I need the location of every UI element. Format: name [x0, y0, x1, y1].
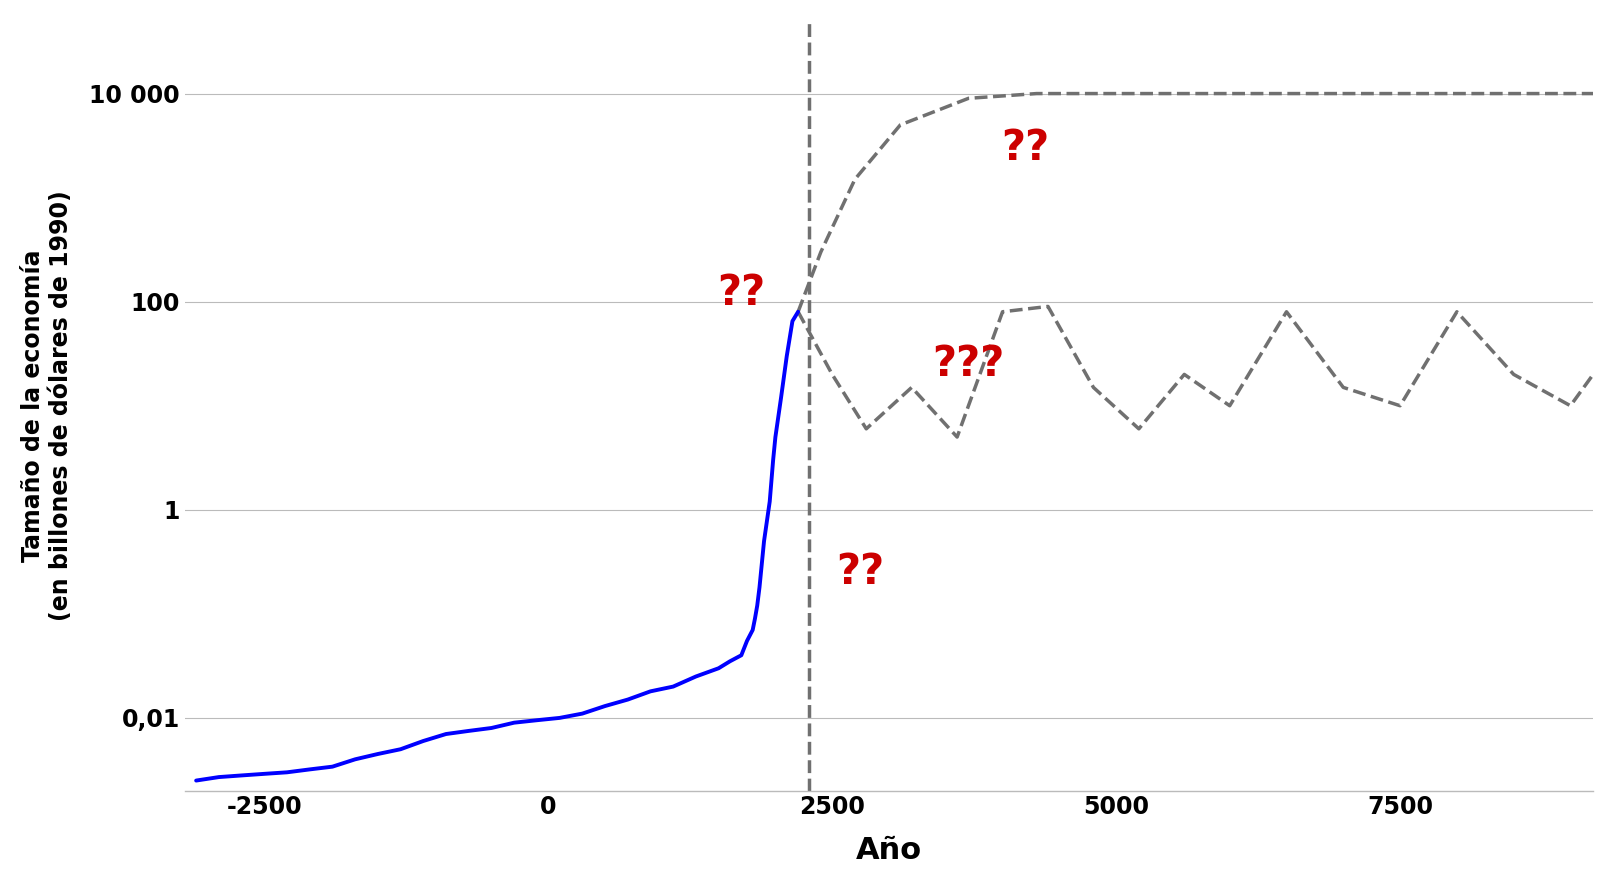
- Text: ??: ??: [1001, 127, 1049, 169]
- Y-axis label: Tamaño de la economía
(en billones de dólares de 1990): Tamaño de la economía (en billones de dó…: [21, 190, 73, 621]
- Text: ??: ??: [717, 272, 765, 315]
- X-axis label: Año: Año: [855, 836, 922, 865]
- Text: ??: ??: [836, 551, 884, 594]
- Text: ???: ???: [933, 344, 1004, 385]
